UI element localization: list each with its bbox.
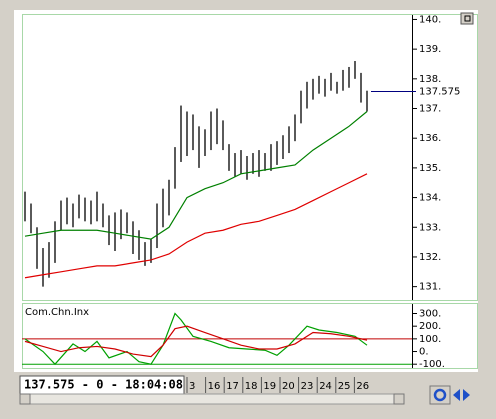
- date-label: 16: [208, 381, 221, 392]
- refresh-icon: [433, 388, 447, 402]
- prev-button[interactable]: [453, 389, 460, 401]
- indicator-line: [24, 325, 368, 358]
- date-label: 23: [301, 381, 314, 392]
- moving-average: [24, 173, 368, 279]
- next-button[interactable]: [463, 389, 470, 401]
- date-label: 19: [263, 381, 276, 392]
- price-frame: [22, 14, 478, 301]
- refresh-button[interactable]: [429, 385, 451, 405]
- y-tick-label: 137.: [419, 104, 441, 115]
- y-tick-label: 140.: [419, 14, 441, 25]
- indicator-line: [24, 312, 368, 366]
- indicator-frame: [22, 303, 478, 369]
- y-tick-label: 100.: [419, 334, 441, 345]
- scroll-right[interactable]: [393, 393, 405, 405]
- maximize-icon: [464, 15, 471, 22]
- y-tick-label: 300.: [419, 309, 441, 320]
- y-tick-label: 135.: [419, 163, 441, 174]
- date-label: 26: [356, 381, 369, 392]
- y-tick-label: 131.: [419, 282, 441, 293]
- y-tick-label: 134.: [419, 193, 441, 204]
- moving-average: [24, 111, 368, 240]
- y-tick-label: 132.: [419, 252, 441, 263]
- y-tick-label: 200.: [419, 321, 441, 332]
- maximize-button[interactable]: [460, 12, 474, 25]
- y-tick-label: 138.: [419, 74, 441, 85]
- y-tick-label: 133.: [419, 222, 441, 233]
- panel: [14, 10, 478, 372]
- scrollbar[interactable]: [19, 393, 405, 405]
- y-tick-label: 0.: [419, 347, 429, 358]
- date-label: 24: [319, 381, 332, 392]
- date-label: 25: [338, 381, 351, 392]
- y-tick-label: -100.: [419, 359, 445, 370]
- date-label: 20: [282, 381, 295, 392]
- scroll-left[interactable]: [19, 393, 31, 405]
- date-label: 3: [189, 381, 195, 392]
- status-text: 137.575 - 0 - 18:04:08: [24, 378, 183, 392]
- date-label: 17: [226, 381, 239, 392]
- indicator-title: Com.Chn.Inx: [25, 307, 89, 318]
- y-tick-label: 136.: [419, 133, 441, 144]
- y-tick-label: 139.: [419, 44, 441, 55]
- date-label: 18: [245, 381, 258, 392]
- last-price-label: 137.575: [419, 86, 460, 97]
